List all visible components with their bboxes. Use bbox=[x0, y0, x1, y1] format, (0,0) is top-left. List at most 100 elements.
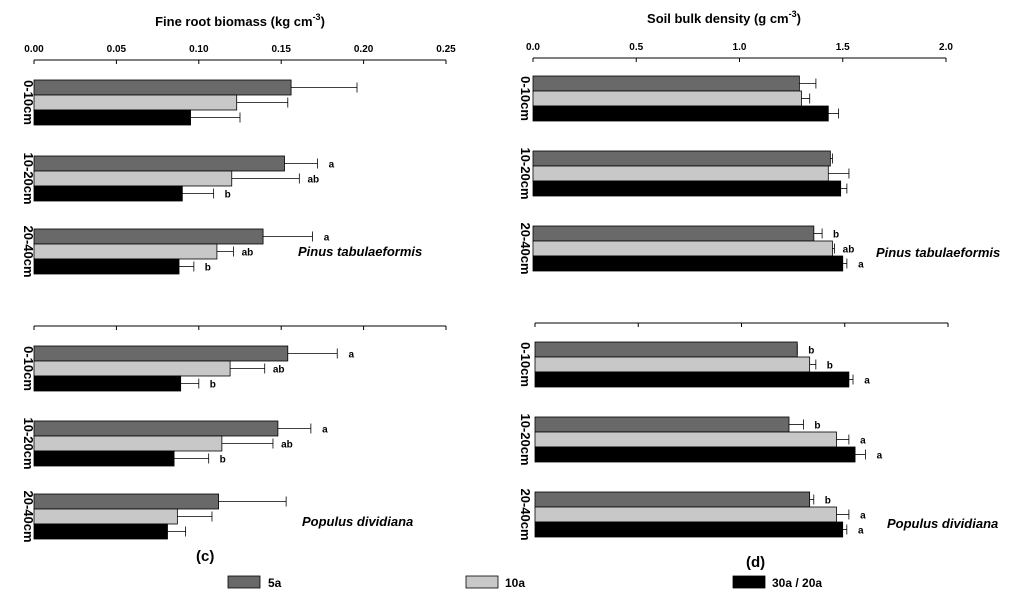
significance-letter: b bbox=[833, 230, 839, 241]
bar-s30 bbox=[532, 180, 842, 197]
bar-s10 bbox=[534, 506, 837, 523]
significance-letter: a bbox=[322, 425, 328, 436]
bar-s10 bbox=[33, 360, 231, 377]
panel-d-label: (d) bbox=[746, 554, 765, 571]
depth-label: 10-20cm bbox=[21, 417, 36, 469]
tick-label: 0.0 bbox=[526, 42, 540, 53]
panel-c-label: (c) bbox=[196, 548, 214, 565]
bar-s30 bbox=[33, 523, 168, 540]
panel-d-xlabel: Soil bulk density (g cm-3) bbox=[647, 9, 801, 26]
panel-c-species-1: Pinus tabulaeformis bbox=[298, 244, 422, 259]
bar-s30 bbox=[33, 185, 183, 202]
significance-letter: a bbox=[324, 233, 330, 244]
bar-s10 bbox=[534, 356, 811, 373]
bar-s5 bbox=[33, 420, 279, 437]
significance-letter: a bbox=[877, 451, 883, 462]
panel-d: Soil bulk density (g cm-3) 0.0 0.5 1.0 1.5 2… bbox=[518, 9, 1000, 571]
panel-d-depth-labels: 0-10cm 10-20cm 20-40cm 0-10cm 10-20cm 20-40cm bbox=[518, 76, 533, 540]
legend-swatch-s30 bbox=[732, 575, 766, 589]
bar-s5 bbox=[532, 225, 815, 242]
bar-s5 bbox=[532, 75, 800, 92]
tick-label: 0.10 bbox=[189, 44, 209, 55]
bar-s10 bbox=[33, 94, 238, 111]
panel-c: Fine root biomass (kg cm-3) 0.00 0.05 0.10… bbox=[21, 12, 456, 565]
bar-s10 bbox=[33, 508, 178, 525]
legend-swatch-s10 bbox=[465, 575, 499, 589]
depth-label: 20-40cm bbox=[518, 488, 533, 540]
depth-label: 0-10cm bbox=[21, 80, 36, 125]
legend-label-s10: 10a bbox=[505, 576, 525, 590]
legend-label-s30: 30a / 20a bbox=[772, 576, 822, 590]
depth-label: 20-40cm bbox=[21, 490, 36, 542]
legend: 5a 10a 30a / 20a bbox=[227, 575, 822, 590]
significance-letter: a bbox=[864, 376, 870, 387]
significance-letter: a bbox=[348, 350, 354, 361]
significance-letter: a bbox=[858, 260, 864, 271]
legend-swatch-s5 bbox=[227, 575, 261, 589]
significance-letter: b bbox=[825, 496, 831, 507]
panel-c-top-tick-marks bbox=[33, 60, 447, 64]
significance-letter: b bbox=[814, 421, 820, 432]
bar-s5 bbox=[33, 155, 285, 172]
bar-s30 bbox=[534, 446, 856, 463]
significance-letter: b bbox=[808, 346, 814, 357]
bar-s5 bbox=[532, 150, 831, 167]
panel-c-depth-labels: 0-10cm 10-20cm 20-40cm 0-10cm 10-20cm 20-40cm bbox=[21, 80, 36, 542]
panel-c-species-2: Populus dividiana bbox=[302, 514, 413, 529]
tick-label: 0.25 bbox=[436, 44, 456, 55]
significance-letter: ab bbox=[242, 248, 254, 259]
significance-letter: b bbox=[210, 380, 216, 391]
significance-letter: b bbox=[220, 455, 226, 466]
depth-label: 0-10cm bbox=[518, 342, 533, 387]
panel-d-middle-tick-marks bbox=[534, 323, 949, 327]
bar-s5 bbox=[534, 341, 798, 358]
bar-s30 bbox=[532, 105, 829, 122]
panel-d-species-1: Pinus tabulaeformis bbox=[876, 245, 1000, 260]
bar-s5 bbox=[33, 228, 264, 245]
tick-label: 1.0 bbox=[733, 42, 747, 53]
depth-label: 0-10cm bbox=[518, 76, 533, 121]
depth-label: 10-20cm bbox=[518, 413, 533, 465]
depth-label: 20-40cm bbox=[518, 222, 533, 274]
bar-s10 bbox=[33, 170, 233, 187]
panel-c-middle-tick-marks bbox=[33, 326, 447, 330]
tick-label: 0.00 bbox=[24, 44, 44, 55]
significance-letter: b bbox=[205, 263, 211, 274]
bar-s30 bbox=[534, 371, 850, 388]
bar-s5 bbox=[534, 491, 811, 508]
tick-label: 1.5 bbox=[836, 42, 850, 53]
tick-label: 0.15 bbox=[271, 44, 291, 55]
panel-c-xlabel: Fine root biomass (kg cm-3) bbox=[155, 12, 325, 29]
panel-d-top-tick-marks bbox=[532, 58, 947, 62]
bar-s10 bbox=[33, 243, 218, 260]
bar-s10 bbox=[532, 90, 802, 107]
bar-s30 bbox=[33, 109, 191, 126]
bar-s30 bbox=[532, 255, 844, 272]
panel-d-tick-labels: 0.0 0.5 1.0 1.5 2.0 bbox=[526, 42, 953, 53]
tick-label: 0.20 bbox=[354, 44, 374, 55]
bar-s30 bbox=[534, 521, 844, 538]
tick-label: 2.0 bbox=[939, 42, 953, 53]
depth-label: 20-40cm bbox=[21, 225, 36, 277]
significance-letter: b bbox=[827, 361, 833, 372]
bar-s5 bbox=[33, 79, 292, 96]
significance-letter: b bbox=[225, 190, 231, 201]
significance-letter: a bbox=[858, 526, 864, 537]
bar-s10 bbox=[33, 435, 223, 452]
bar-s10 bbox=[532, 240, 833, 257]
bar-s10 bbox=[532, 165, 829, 182]
significance-letter: ab bbox=[843, 245, 855, 256]
bar-s30 bbox=[33, 258, 180, 275]
significance-letter: a bbox=[329, 160, 335, 171]
significance-letter: ab bbox=[273, 365, 285, 376]
bar-s30 bbox=[33, 375, 182, 392]
depth-label: 10-20cm bbox=[21, 152, 36, 204]
depth-label: 0-10cm bbox=[21, 346, 36, 391]
significance-letter: ab bbox=[307, 175, 319, 186]
bar-s5 bbox=[33, 345, 289, 362]
panel-d-species-2: Populus dividiana bbox=[887, 516, 998, 531]
tick-label: 0.05 bbox=[107, 44, 127, 55]
bar-s30 bbox=[33, 450, 175, 467]
